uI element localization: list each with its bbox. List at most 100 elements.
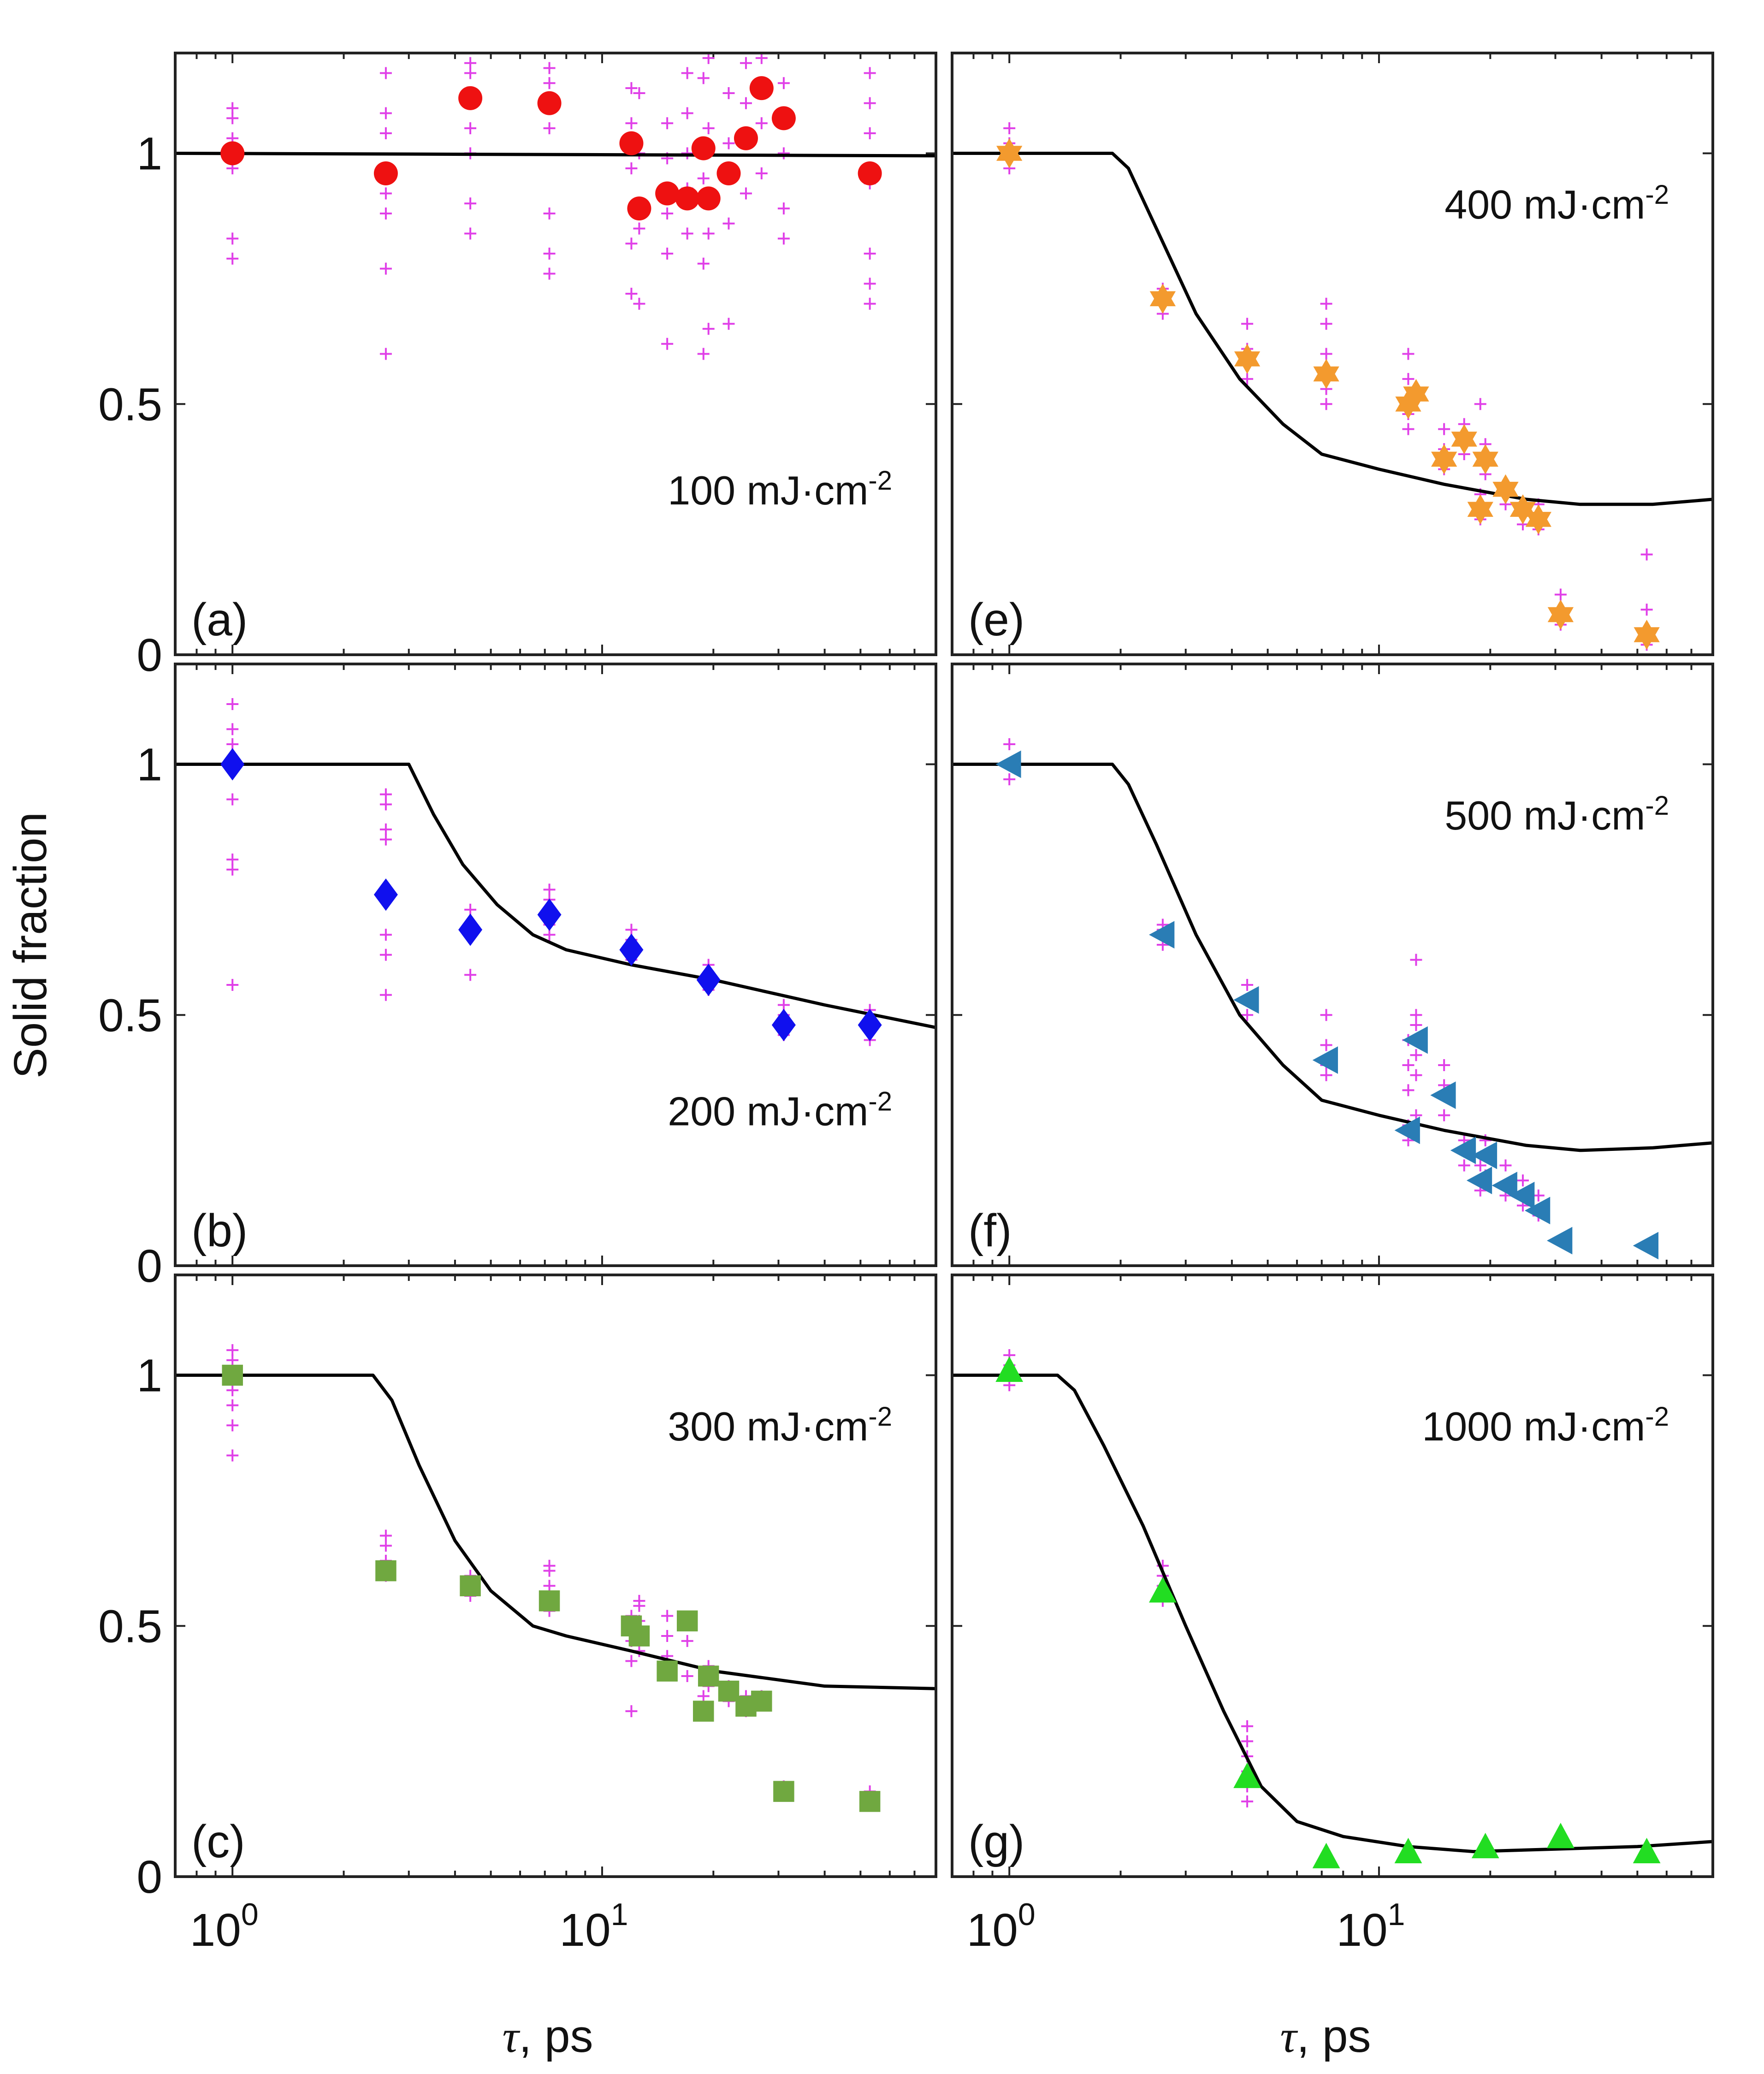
raw-point — [543, 883, 556, 896]
data-point — [1634, 620, 1660, 650]
data-point — [1312, 1046, 1338, 1074]
raw-point — [1410, 1009, 1422, 1021]
raw-point — [625, 1705, 638, 1718]
data-point — [627, 196, 651, 221]
data-point — [1149, 284, 1176, 314]
raw-point — [777, 202, 790, 215]
raw-point — [1241, 318, 1254, 330]
raw-point — [226, 1449, 239, 1462]
y-tick-label: 0 — [136, 1851, 162, 1903]
data-point — [1471, 1141, 1498, 1169]
data-point — [460, 1575, 481, 1596]
raw-point — [740, 187, 752, 200]
raw-point — [464, 227, 477, 240]
panel-letter: (a) — [191, 594, 248, 646]
raw-point — [1516, 1174, 1529, 1187]
panel-letter: (b) — [191, 1205, 248, 1256]
raw-point — [1241, 373, 1254, 385]
data-point — [1450, 1136, 1476, 1164]
raw-point — [379, 262, 392, 275]
raw-point — [226, 112, 239, 124]
raw-point — [1402, 348, 1415, 360]
raw-point — [1554, 588, 1567, 601]
panel-e: (e) 400 mJ·cm-2 — [951, 52, 1714, 656]
panel-b: 0 0.5 1 (b) 200 mJ·cm-2 — [98, 663, 937, 1292]
raw-point — [722, 87, 735, 99]
data-point — [1431, 444, 1457, 474]
data-point — [628, 1625, 650, 1647]
raw-point — [681, 107, 693, 119]
raw-point — [661, 1610, 674, 1622]
fit-line — [175, 152, 936, 158]
data-point — [1148, 1577, 1177, 1603]
x-tick-label: 101 — [1336, 1897, 1405, 1956]
data-point — [696, 964, 721, 996]
data-point — [655, 181, 680, 206]
data-point — [1525, 504, 1551, 534]
mean-points — [220, 76, 882, 221]
raw-point — [722, 318, 735, 330]
raw-point — [226, 1344, 239, 1357]
data-point — [537, 91, 562, 115]
raw-point — [226, 979, 239, 991]
raw-point — [379, 929, 392, 941]
panel-c: 0 0.5 1 (c) 300 mJ·cm-2 100 101 — [98, 1274, 937, 1956]
fluence-label: 200 mJ·cm-2 — [668, 1087, 892, 1134]
raw-point — [633, 222, 645, 235]
x-axis-title-right: τ, ps — [1280, 2010, 1371, 2062]
data-point — [1546, 1227, 1573, 1255]
raw-point — [740, 97, 752, 109]
data-point — [1492, 1172, 1517, 1199]
raw-point — [464, 122, 477, 135]
raw-point — [543, 1559, 556, 1572]
raw-point — [1438, 1109, 1450, 1121]
raw-point — [702, 122, 715, 135]
data-point — [1471, 1832, 1499, 1859]
data-point — [751, 1690, 772, 1712]
raw-point — [1003, 738, 1016, 750]
raw-point — [379, 1540, 392, 1552]
raw-point — [1410, 1049, 1422, 1061]
raw-point — [464, 67, 477, 79]
raw-point — [226, 1419, 239, 1432]
raw-point — [625, 237, 638, 250]
data-point — [734, 126, 758, 150]
data-point — [1234, 344, 1261, 374]
data-point — [220, 141, 245, 166]
raw-point — [681, 67, 693, 79]
raw-point — [1320, 398, 1332, 410]
raw-point — [755, 167, 768, 179]
axes-frame — [174, 1274, 937, 1878]
data-point — [675, 186, 699, 211]
data-point — [858, 1008, 882, 1042]
raw-point — [722, 217, 735, 230]
raw-point — [1241, 1795, 1254, 1807]
data-point — [458, 913, 483, 946]
raw-point — [1640, 548, 1653, 561]
data-point — [375, 1560, 397, 1582]
raw-point — [464, 197, 477, 210]
raw-point — [226, 853, 239, 866]
data-point — [220, 748, 245, 781]
y-tick-label: 0.5 — [98, 1600, 162, 1652]
data-point — [1430, 1081, 1456, 1109]
raw-point — [226, 232, 239, 245]
raw-point — [625, 288, 638, 300]
raw-point — [625, 1655, 638, 1667]
raw-point — [1320, 318, 1332, 330]
raw-point — [864, 67, 876, 79]
raw-point — [379, 1529, 392, 1542]
mean-points — [995, 750, 1659, 1260]
raw-point — [1410, 1069, 1422, 1081]
raw-point — [543, 122, 556, 135]
raw-point — [722, 137, 735, 149]
panel-letter: (c) — [191, 1816, 245, 1867]
raw-point — [379, 207, 392, 219]
x-tick-label: 100 — [190, 1897, 259, 1956]
raw-point — [1640, 604, 1653, 616]
raw-point — [625, 162, 638, 175]
raw-point — [702, 227, 715, 240]
raw-point — [464, 969, 477, 981]
y-tick-label: 1 — [136, 1350, 162, 1402]
data-point — [676, 1610, 698, 1632]
